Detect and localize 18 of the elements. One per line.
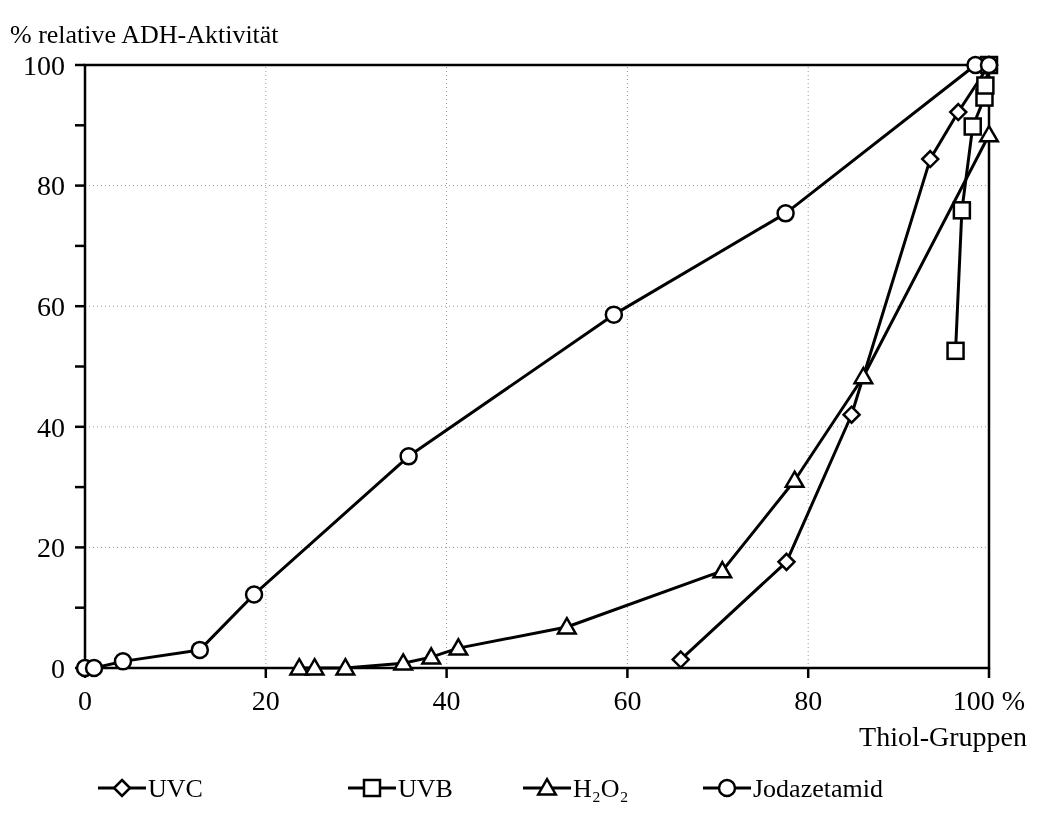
legend-label: UVC <box>148 774 203 804</box>
x-tick-label: 100 % <box>952 685 1026 716</box>
x-tick-label: 20 <box>251 685 280 716</box>
x-axis-title: Thiol-Gruppen <box>859 721 1027 752</box>
y-tick-label: 60 <box>37 291 65 322</box>
y-tick-label: 100 <box>23 49 65 81</box>
legend-label: H₂O₂ <box>573 774 629 804</box>
y-tick-label: 80 <box>37 170 65 202</box>
y-tick-label: 20 <box>37 532 65 564</box>
x-tick-label: 40 <box>432 685 461 716</box>
legend-label: Jodazetamid <box>753 774 883 804</box>
x-tick-label: 80 <box>794 685 823 716</box>
legend-label: UVB <box>398 774 453 804</box>
y-tick-label: 0 <box>51 652 65 684</box>
x-tick-label: 60 <box>613 685 642 716</box>
y-tick-label: 40 <box>37 411 65 443</box>
x-tick-label: 0 <box>78 685 92 716</box>
y-axis-title: % relative ADH-Aktivität <box>10 20 280 49</box>
